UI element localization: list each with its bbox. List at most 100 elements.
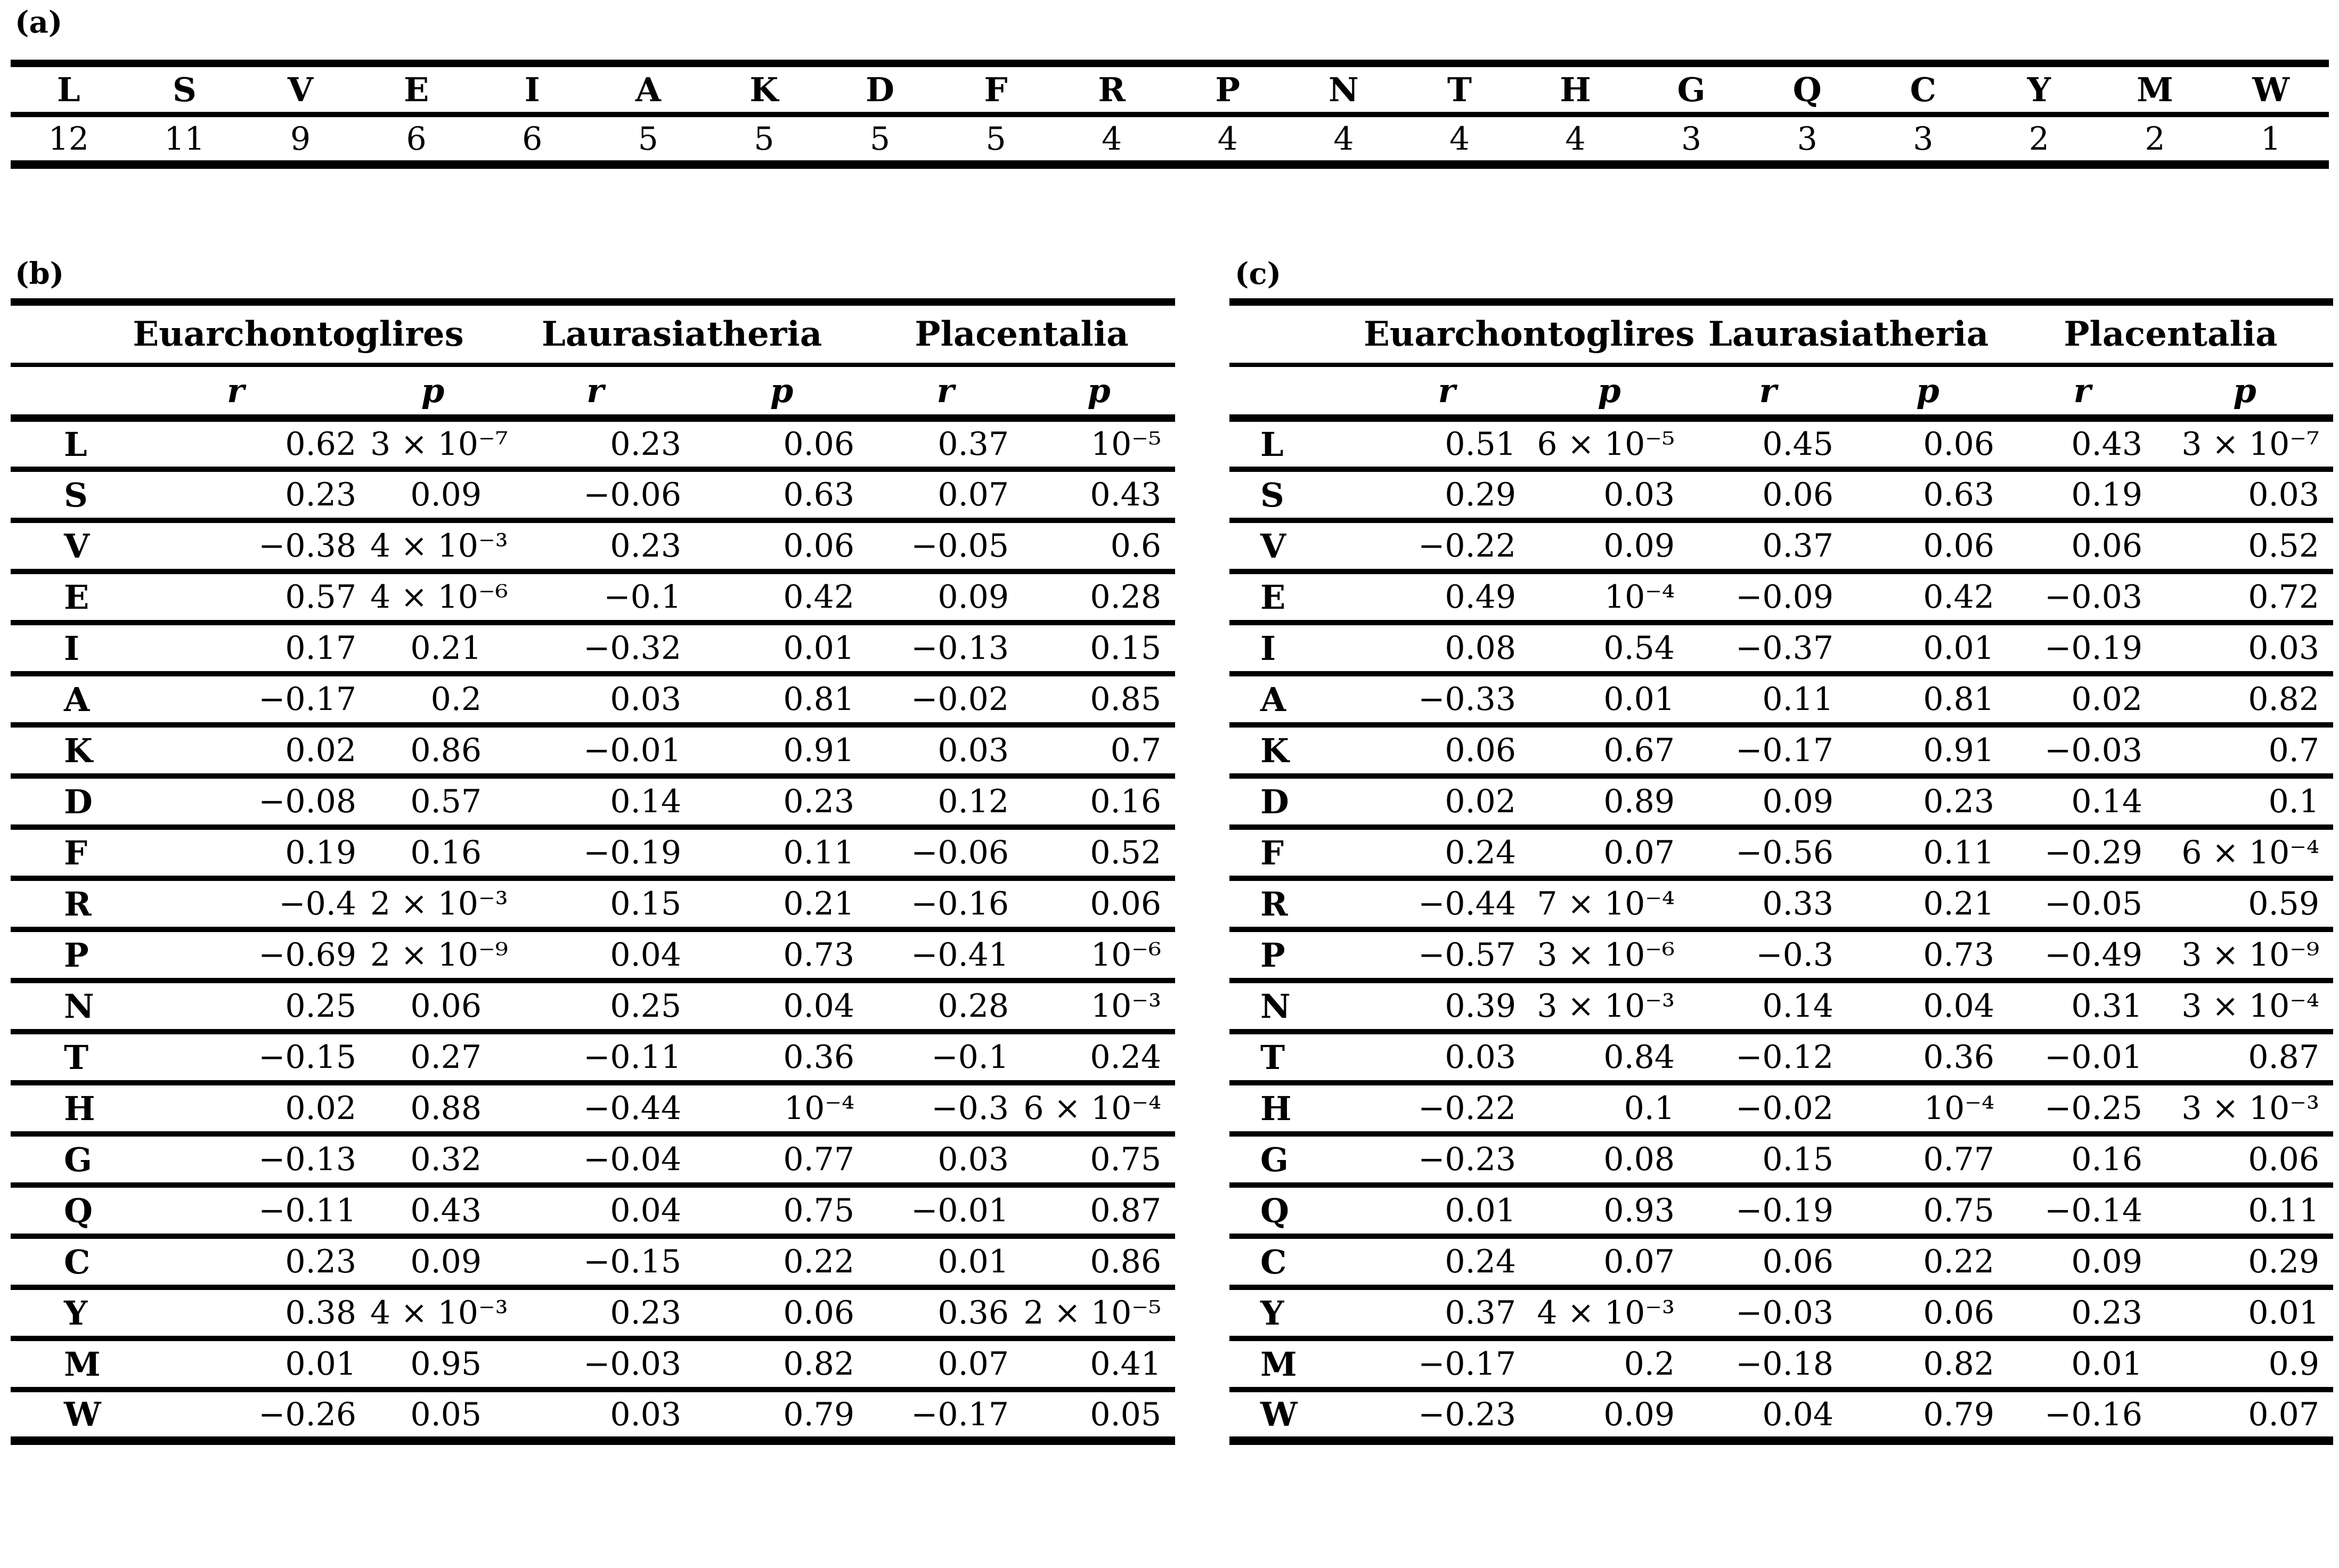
row-label: D [11,776,101,830]
p-column-header: p [1023,365,1175,422]
p-value: 0.52 [1023,827,1175,881]
r-value: 0.06 [1689,469,1847,523]
table-row: F 0.19 0.16 −0.19 0.11 −0.06 0.52 [11,827,1175,881]
r-value: 0.25 [495,981,695,1034]
p-value: 3 × 10⁻³ [1530,981,1689,1034]
r-value: 0.07 [868,469,1023,523]
p-value: 0.82 [1847,1338,2008,1392]
amino-acid-letter: S [126,63,243,117]
stub-cell [1229,365,1364,422]
p-value: 10⁻⁴ [1847,1083,2008,1137]
r-value: 0.25 [101,981,370,1034]
r-value: 0.14 [495,776,695,830]
table-row: F 0.24 0.07 −0.56 0.11 −0.29 6 × 10⁻⁴ [1229,827,2333,881]
table-row: S 0.23 0.09 −0.06 0.63 0.07 0.43 [11,469,1175,523]
row-label: L [11,418,101,472]
amino-acid-count: 4 [1333,120,1354,158]
p-value: 3 × 10⁻⁴ [2156,981,2333,1034]
amino-acid-count: 5 [869,120,891,158]
r-value: 0.31 [2008,981,2156,1034]
r-value: 0.36 [868,1287,1023,1341]
p-value: 0.84 [1530,1032,1689,1085]
r-value: 0.23 [2008,1287,2156,1341]
p-value: 0.85 [1023,674,1175,728]
r-value: 0.28 [868,981,1023,1034]
amino-acid-letter: W [2213,63,2329,117]
row-label: Q [1229,1185,1364,1239]
r-value: −0.41 [868,929,1023,983]
r-value: 0.02 [101,1083,370,1137]
r-value: −0.57 [1364,929,1530,983]
p-value: 0.01 [1530,674,1689,728]
row-label: R [11,878,101,932]
r-value: 0.02 [2008,674,2156,728]
r-value: 0.08 [1364,623,1530,676]
table-row: I 0.17 0.21 −0.32 0.01 −0.13 0.15 [11,623,1175,676]
p-value: 0.75 [1023,1134,1175,1188]
p-value: 4 × 10⁻³ [370,1287,508,1341]
table-row: G −0.23 0.08 0.15 0.77 0.16 0.06 [1229,1134,2333,1188]
r-value: 0.23 [101,469,370,523]
p-value: 0.01 [695,623,868,676]
r-value: −0.16 [868,878,1023,932]
r-column-header: r [868,365,1023,422]
r-value: 0.23 [495,1287,695,1341]
r-value: −0.17 [101,674,370,728]
r-value: −0.03 [495,1338,695,1392]
p-value: 0.75 [695,1185,868,1239]
p-value: 0.11 [2156,1185,2333,1239]
table-row: M 0.01 0.95 −0.03 0.82 0.07 0.41 [11,1338,1175,1392]
table-row: R −0.4 2 × 10⁻³ 0.15 0.21 −0.16 0.06 [11,878,1175,932]
row-label: F [11,827,101,881]
r-value: −0.37 [1689,623,1847,676]
r-value: 0.14 [2008,776,2156,830]
amino-acid-letter: F [938,63,1054,117]
r-value: 0.37 [868,418,1023,472]
p-value: 0.42 [695,571,868,625]
p-value: 0.09 [370,469,495,523]
r-value: 0.01 [1364,1185,1530,1239]
r-value: 0.01 [101,1338,370,1392]
r-value: 0.09 [1689,776,1847,830]
p-value: 0.01 [2156,1287,2333,1341]
r-value: 0.37 [1364,1287,1530,1341]
amino-acid-count: 4 [1102,120,1122,158]
r-value: −0.29 [2008,827,2156,881]
p-value: 0.16 [1023,776,1175,830]
p-value: 3 × 10⁻⁷ [2156,418,2333,472]
r-column-header: r [1689,365,1847,422]
p-value: 0.75 [1847,1185,2008,1239]
group-header-placentalia: Placentalia [868,302,1175,367]
r-value: 0.04 [495,929,695,983]
row-label: P [1229,929,1364,983]
p-value: 4 × 10⁻⁶ [370,571,508,625]
panel-c-label: (c) [1235,256,1282,291]
r-value: 0.51 [1364,418,1530,472]
table-row: E 0.57 4 × 10⁻⁶ −0.1 0.42 0.09 0.28 [11,571,1175,625]
p-value: 0.95 [370,1338,495,1392]
amino-acid-count: 12 [48,120,89,158]
r-value: 0.02 [1364,776,1530,830]
p-value: 0.32 [370,1134,495,1188]
p-value: 0.2 [370,674,495,728]
p-value: 10⁻⁶ [1023,929,1175,983]
r-value: 0.45 [1689,418,1847,472]
p-value: 10⁻⁴ [1530,571,1689,625]
r-value: −0.17 [911,1395,1009,1433]
p-value: 0.27 [370,1032,495,1085]
amino-acid-letter: K [706,63,822,117]
r-column-header: r [101,365,370,422]
p-value: 0.06 [695,418,868,472]
r-value: −0.06 [495,469,695,523]
r-column-header: r [2008,365,2156,422]
row-label: Q [11,1185,101,1239]
row-label: H [1229,1083,1364,1137]
p-value: 2 × 10⁻³ [370,878,508,932]
table-row: C 0.23 0.09 −0.15 0.22 0.01 0.86 [11,1236,1175,1290]
p-column-header: p [2156,365,2333,422]
r-value: 0.06 [1364,725,1530,779]
amino-acid-letter: Q [1749,63,1865,117]
row-label: W [1260,1395,1298,1434]
amino-acid-count: 6 [406,120,427,158]
p-value: 0.82 [695,1338,868,1392]
